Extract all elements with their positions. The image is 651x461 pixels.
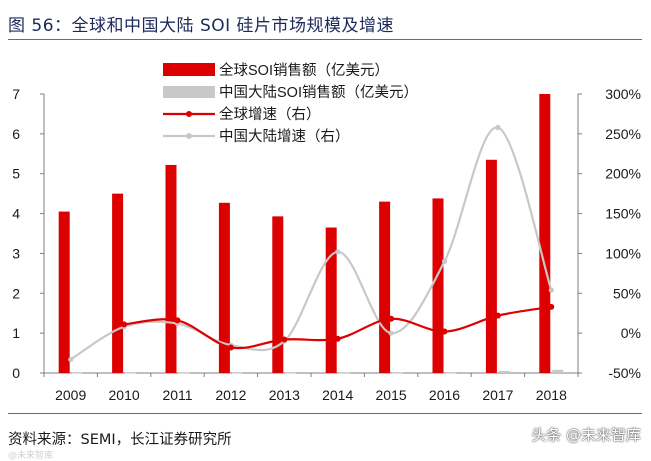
bar-global-sales bbox=[432, 198, 444, 373]
figure-title: 图 56：全球和中国大陆 SOI 硅片市场规模及增速 bbox=[8, 16, 395, 36]
watermark-left: @未来智库 bbox=[8, 451, 54, 461]
x-tick-label: 2011 bbox=[162, 387, 192, 403]
bar-global-sales bbox=[485, 159, 497, 373]
bar-global-sales bbox=[325, 227, 337, 373]
x-tick-label: 2009 bbox=[55, 387, 86, 403]
right-tick-label: -50% bbox=[608, 365, 641, 381]
point-global-growth bbox=[121, 321, 128, 328]
x-tick-label: 2018 bbox=[536, 387, 567, 403]
x-tick-label: 2010 bbox=[109, 387, 140, 403]
bar-china-sales bbox=[338, 372, 350, 374]
legend-label: 全球增速（右） bbox=[219, 105, 321, 123]
bar-global-sales bbox=[218, 202, 230, 373]
right-tick-label: 200% bbox=[605, 166, 641, 182]
point-global-growth bbox=[174, 317, 181, 324]
legend-label: 中国大陆增速（右） bbox=[219, 128, 350, 145]
x-tick-label: 2016 bbox=[429, 387, 460, 403]
source-note: 资料来源：SEMI，长江证券研究所 bbox=[8, 432, 232, 448]
left-tick-label: 3 bbox=[12, 245, 20, 261]
left-tick-label: 5 bbox=[12, 166, 20, 182]
x-tick-label: 2015 bbox=[376, 387, 407, 403]
right-tick-label: 300% bbox=[605, 86, 641, 102]
point-china-growth bbox=[68, 356, 74, 363]
x-tick-label: 2013 bbox=[269, 387, 300, 403]
legend-marker-global-growth bbox=[186, 111, 192, 117]
point-china-growth bbox=[388, 330, 394, 336]
point-global-growth bbox=[388, 315, 395, 322]
bar-china-sales bbox=[285, 372, 297, 374]
bar-china-sales bbox=[498, 371, 510, 373]
point-global-growth bbox=[227, 344, 234, 351]
legend-swatch-global-sales bbox=[163, 63, 215, 76]
legend-swatch-china-sales bbox=[163, 86, 215, 98]
bar-china-sales bbox=[178, 372, 190, 374]
watermark: 头条 @未来智库 bbox=[531, 426, 641, 444]
x-tick-label: 2017 bbox=[482, 387, 513, 403]
point-china-growth bbox=[441, 258, 448, 264]
bar-china-sales bbox=[445, 372, 457, 374]
left-tick-label: 4 bbox=[12, 206, 20, 222]
line-china-growth bbox=[70, 126, 553, 361]
bar-global-sales bbox=[58, 211, 70, 373]
point-global-growth bbox=[441, 328, 448, 335]
left-tick-label: 1 bbox=[12, 325, 20, 341]
point-china-growth bbox=[548, 287, 554, 293]
left-tick-label: 6 bbox=[12, 126, 20, 142]
bar-global-sales bbox=[272, 216, 284, 373]
bar-china-sales bbox=[392, 372, 404, 374]
legend-label: 全球SOI销售额（亿美元） bbox=[219, 61, 389, 79]
bar-china-sales bbox=[552, 369, 564, 373]
right-tick-label: 0% bbox=[621, 325, 641, 341]
point-china-growth bbox=[495, 124, 501, 131]
right-tick-label: 50% bbox=[613, 285, 641, 301]
source-rule bbox=[8, 413, 642, 414]
bar-global-sales bbox=[379, 201, 391, 373]
left-tick-label: 0 bbox=[12, 365, 20, 381]
bar-china-sales bbox=[125, 372, 137, 374]
bar-global-sales bbox=[112, 193, 124, 373]
x-tick-label: 2014 bbox=[322, 387, 353, 403]
bar-china-sales bbox=[231, 372, 243, 374]
bar-global-sales bbox=[165, 164, 177, 373]
point-global-growth bbox=[494, 312, 501, 319]
left-tick-label: 2 bbox=[12, 285, 20, 301]
point-china-growth bbox=[335, 249, 341, 255]
right-tick-label: 150% bbox=[605, 206, 641, 222]
right-tick-label: 250% bbox=[605, 126, 641, 142]
point-global-growth bbox=[334, 335, 341, 342]
legend-marker-china-growth bbox=[186, 133, 192, 139]
x-tick-label: 2012 bbox=[215, 387, 246, 403]
point-global-growth bbox=[548, 303, 555, 310]
legend-label: 中国大陆SOI销售额（亿美元） bbox=[219, 84, 418, 101]
left-tick-label: 7 bbox=[12, 86, 20, 102]
right-tick-label: 100% bbox=[605, 245, 641, 261]
point-global-growth bbox=[281, 336, 288, 343]
bar-china-sales bbox=[71, 372, 83, 374]
title-rule bbox=[8, 39, 642, 40]
bar-global-sales bbox=[539, 94, 551, 373]
